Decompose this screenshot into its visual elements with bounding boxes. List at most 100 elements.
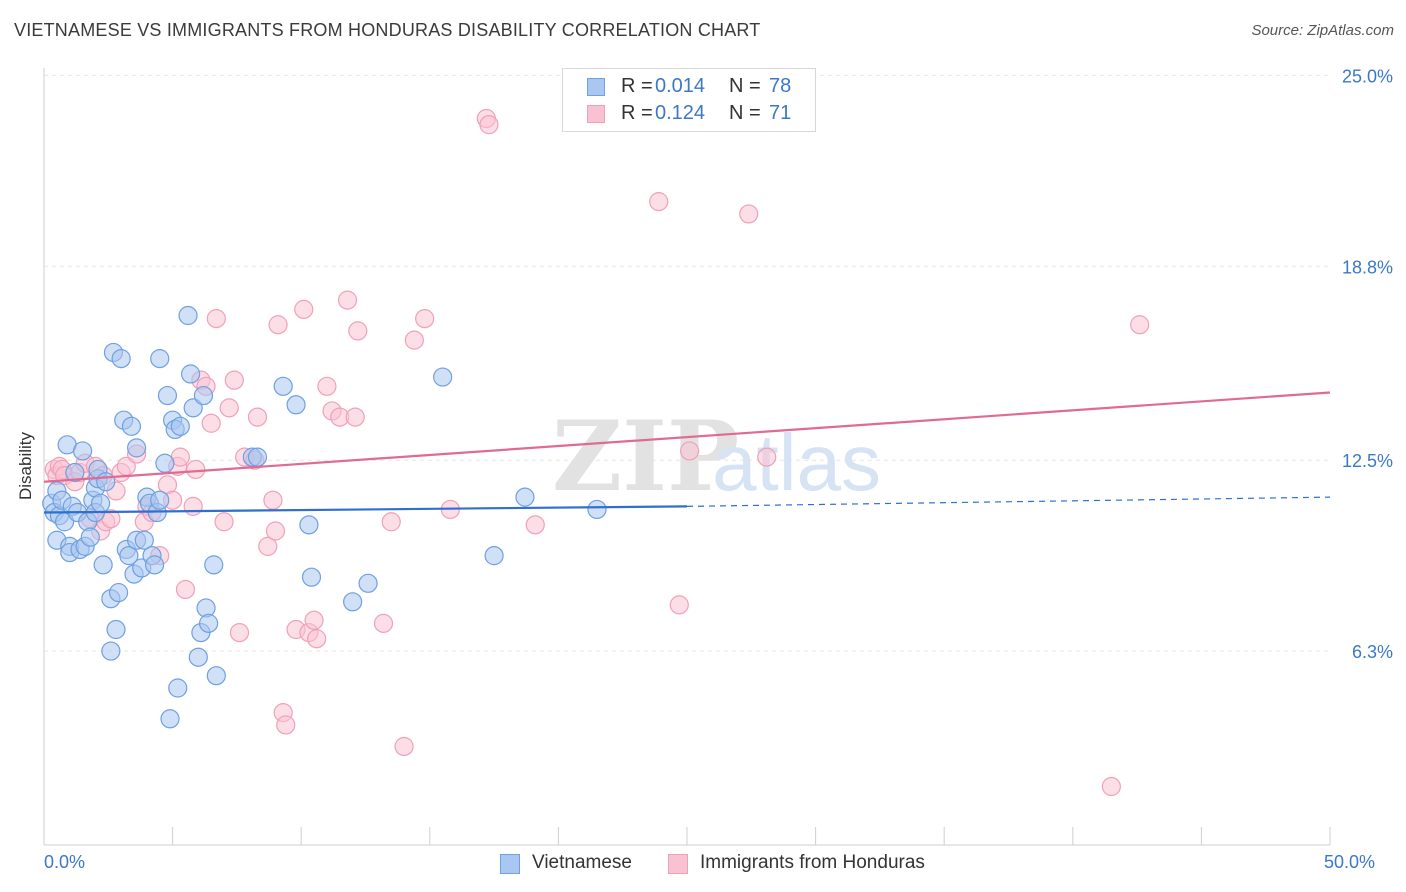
point-vietnamese [155, 453, 175, 473]
point-vietnamese [273, 376, 293, 396]
legend-swatch-vietnamese [500, 854, 520, 874]
point-honduras [294, 299, 314, 319]
r-value: 0.014 [655, 75, 706, 97]
n-value: 78 [769, 75, 792, 97]
point-vietnamese [101, 641, 121, 661]
point-honduras [247, 407, 268, 427]
point-honduras [307, 629, 327, 649]
point-vietnamese [193, 385, 214, 406]
point-vietnamese [144, 555, 165, 575]
watermark-atlas: atlas [712, 418, 881, 507]
point-honduras [757, 447, 777, 467]
axes [43, 68, 1331, 846]
point-honduras [268, 315, 288, 335]
point-honduras [265, 521, 286, 541]
y-tick-label: 25.0% [1342, 66, 1393, 86]
point-honduras [479, 115, 499, 135]
watermark-zip: ZIP [552, 400, 739, 513]
x-tick-label-min: 0.0% [44, 852, 86, 872]
y-axis-label: Disability [16, 431, 35, 500]
watermark: ZIP atlas [552, 400, 881, 513]
y-tick-label: 6.3% [1352, 642, 1393, 662]
n-label: N = [729, 75, 761, 97]
point-vietnamese [286, 395, 306, 415]
legend-swatch-honduras [668, 854, 688, 874]
point-vietnamese [358, 573, 378, 593]
point-honduras [258, 536, 278, 556]
point-vietnamese [119, 546, 139, 566]
legend-swatch-honduras [587, 105, 605, 123]
point-honduras [304, 610, 324, 630]
point-honduras [224, 370, 244, 390]
point-vietnamese [90, 493, 111, 513]
series-vietnamese-points [42, 305, 607, 729]
y-tick-label: 18.8% [1342, 257, 1393, 277]
point-honduras [679, 441, 700, 461]
point-vietnamese [121, 416, 142, 436]
point-honduras [525, 515, 545, 535]
point-honduras [219, 398, 239, 418]
point-vietnamese [206, 666, 226, 686]
point-vietnamese [199, 613, 219, 633]
legend-swatch-vietnamese [587, 78, 605, 96]
point-honduras [337, 290, 358, 310]
point-vietnamese [433, 367, 453, 387]
legend-label-honduras: Immigrants from Honduras [700, 852, 925, 873]
r-value: 0.124 [655, 102, 706, 124]
point-vietnamese [484, 546, 504, 566]
point-vietnamese [301, 567, 322, 587]
x-tick-label-max: 50.0% [1324, 852, 1376, 872]
point-honduras [1130, 315, 1150, 335]
point-vietnamese [168, 678, 188, 698]
trend-line-vietnamese-extension [686, 496, 1331, 507]
point-honduras [317, 376, 337, 396]
point-honduras [669, 595, 689, 615]
point-honduras [229, 622, 250, 643]
point-vietnamese [247, 447, 268, 467]
point-vietnamese [111, 349, 131, 369]
point-honduras [345, 407, 365, 427]
r-label: R = [621, 102, 653, 124]
point-vietnamese [80, 527, 100, 547]
n-value: 71 [769, 102, 792, 124]
legend-label-vietnamese: Vietnamese [532, 852, 632, 873]
point-vietnamese [65, 462, 85, 483]
point-honduras [404, 330, 424, 350]
point-honduras [348, 321, 368, 341]
point-honduras [649, 192, 669, 212]
point-vietnamese [299, 515, 319, 535]
point-vietnamese [157, 385, 178, 406]
point-vietnamese [160, 709, 180, 729]
point-honduras [739, 204, 759, 224]
point-honduras [201, 413, 221, 433]
point-honduras [263, 490, 283, 510]
point-honduras [373, 613, 394, 633]
gridlines [44, 74, 1330, 652]
r-label: R = [621, 75, 653, 97]
point-vietnamese [96, 472, 116, 492]
point-vietnamese [72, 441, 93, 461]
y-tick-labels: 6.3% 12.5% 18.8% 25.0% [1342, 66, 1393, 662]
n-label: N = [729, 102, 761, 124]
point-vietnamese [126, 438, 147, 458]
point-vietnamese [150, 490, 170, 510]
point-vietnamese [515, 487, 535, 507]
trend-line-vietnamese [43, 505, 688, 514]
point-honduras [415, 308, 435, 329]
point-vietnamese [204, 555, 224, 575]
chart-title: VIETNAMESE VS IMMIGRANTS FROM HONDURAS D… [14, 20, 761, 40]
point-honduras [394, 736, 414, 757]
y-tick-label: 12.5% [1342, 451, 1393, 471]
point-vietnamese [188, 647, 208, 667]
point-vietnamese [108, 582, 129, 603]
point-honduras [206, 308, 226, 329]
point-vietnamese [150, 349, 170, 369]
point-honduras [214, 512, 234, 532]
point-honduras [183, 496, 203, 516]
point-honduras [276, 715, 296, 735]
source-credit: Source: ZipAtlas.com [1251, 22, 1394, 39]
trend-lines [43, 391, 1331, 514]
trend-line-honduras [43, 391, 1331, 483]
point-vietnamese [106, 619, 126, 640]
